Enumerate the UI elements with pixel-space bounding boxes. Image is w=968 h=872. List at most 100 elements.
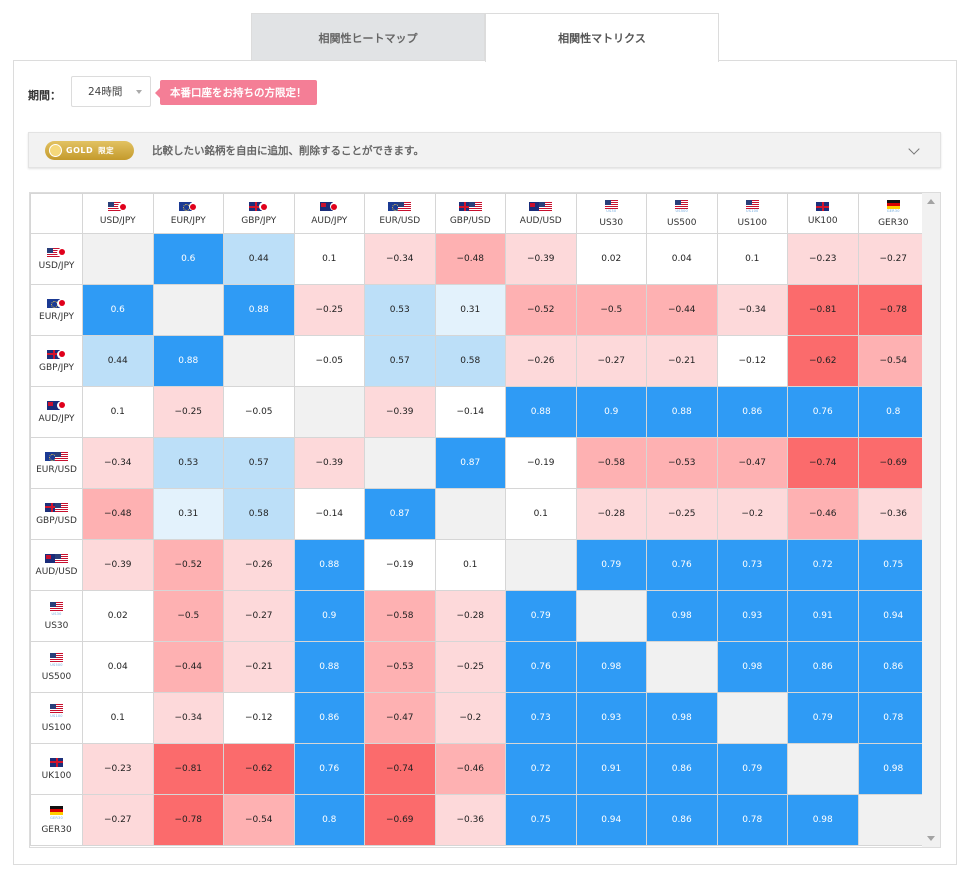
- correlation-cell[interactable]: 0.75: [505, 794, 577, 846]
- correlation-cell[interactable]: −0.25: [152, 386, 224, 438]
- correlation-cell[interactable]: 0.86: [787, 641, 859, 693]
- correlation-cell[interactable]: 0.88: [646, 386, 718, 438]
- correlation-cell[interactable]: −0.34: [364, 233, 436, 285]
- correlation-cell[interactable]: 0.6: [82, 284, 154, 336]
- correlation-cell[interactable]: −0.5: [152, 590, 224, 642]
- correlation-cell[interactable]: 0.57: [223, 437, 295, 489]
- correlation-cell[interactable]: 0.88: [152, 335, 224, 387]
- correlation-cell[interactable]: 0.98: [646, 590, 718, 642]
- correlation-cell[interactable]: 0.79: [505, 590, 577, 642]
- correlation-cell[interactable]: 0.1: [434, 539, 506, 591]
- correlation-cell[interactable]: 0.44: [223, 233, 295, 285]
- correlation-cell[interactable]: −0.47: [716, 437, 788, 489]
- correlation-cell[interactable]: −0.14: [434, 386, 506, 438]
- correlation-cell[interactable]: −0.39: [364, 386, 436, 438]
- correlation-cell[interactable]: −0.39: [505, 233, 577, 285]
- correlation-cell[interactable]: [857, 794, 929, 846]
- correlation-cell[interactable]: [646, 641, 718, 693]
- correlation-cell[interactable]: 0.1: [293, 233, 365, 285]
- correlation-cell[interactable]: −0.52: [505, 284, 577, 336]
- correlation-cell[interactable]: −0.81: [152, 743, 224, 795]
- scroll-down-icon[interactable]: [927, 836, 935, 841]
- correlation-cell[interactable]: 0.86: [857, 641, 929, 693]
- correlation-cell[interactable]: 0.79: [787, 692, 859, 744]
- correlation-cell[interactable]: −0.26: [505, 335, 577, 387]
- correlation-cell[interactable]: −0.26: [223, 539, 295, 591]
- correlation-cell[interactable]: [364, 437, 436, 489]
- correlation-cell[interactable]: −0.69: [364, 794, 436, 846]
- correlation-cell[interactable]: −0.46: [434, 743, 506, 795]
- correlation-cell[interactable]: 0.58: [223, 488, 295, 540]
- correlation-cell[interactable]: 0.98: [857, 743, 929, 795]
- correlation-cell[interactable]: [152, 284, 224, 336]
- correlation-cell[interactable]: 0.86: [646, 794, 718, 846]
- correlation-cell[interactable]: 0.76: [787, 386, 859, 438]
- correlation-cell[interactable]: −0.25: [434, 641, 506, 693]
- correlation-cell[interactable]: −0.2: [434, 692, 506, 744]
- correlation-cell[interactable]: −0.48: [434, 233, 506, 285]
- correlation-cell[interactable]: [716, 692, 788, 744]
- correlation-cell[interactable]: 0.88: [293, 539, 365, 591]
- correlation-cell[interactable]: −0.46: [787, 488, 859, 540]
- correlation-cell[interactable]: −0.58: [364, 590, 436, 642]
- correlation-cell[interactable]: −0.62: [223, 743, 295, 795]
- correlation-cell[interactable]: 0.78: [716, 794, 788, 846]
- correlation-cell[interactable]: 0.53: [152, 437, 224, 489]
- correlation-cell[interactable]: −0.28: [575, 488, 647, 540]
- correlation-cell[interactable]: 0.31: [434, 284, 506, 336]
- correlation-cell[interactable]: 0.93: [716, 590, 788, 642]
- correlation-cell[interactable]: −0.27: [857, 233, 929, 285]
- correlation-cell[interactable]: 0.88: [505, 386, 577, 438]
- correlation-cell[interactable]: −0.28: [434, 590, 506, 642]
- correlation-cell[interactable]: 0.98: [646, 692, 718, 744]
- correlation-cell[interactable]: −0.34: [152, 692, 224, 744]
- correlation-cell[interactable]: −0.21: [223, 641, 295, 693]
- correlation-cell[interactable]: 0.8: [857, 386, 929, 438]
- correlation-cell[interactable]: −0.27: [82, 794, 154, 846]
- correlation-cell[interactable]: 0.72: [505, 743, 577, 795]
- correlation-cell[interactable]: [82, 233, 154, 285]
- correlation-cell[interactable]: −0.58: [575, 437, 647, 489]
- correlation-cell[interactable]: 0.44: [82, 335, 154, 387]
- correlation-cell[interactable]: 0.57: [364, 335, 436, 387]
- correlation-cell[interactable]: −0.34: [716, 284, 788, 336]
- correlation-cell[interactable]: −0.27: [575, 335, 647, 387]
- correlation-cell[interactable]: 0.04: [646, 233, 718, 285]
- correlation-cell[interactable]: 0.86: [646, 743, 718, 795]
- correlation-cell[interactable]: 0.93: [575, 692, 647, 744]
- correlation-cell[interactable]: −0.25: [293, 284, 365, 336]
- correlation-cell[interactable]: 0.9: [575, 386, 647, 438]
- correlation-cell[interactable]: −0.47: [364, 692, 436, 744]
- correlation-cell[interactable]: 0.76: [646, 539, 718, 591]
- correlation-cell[interactable]: −0.44: [646, 284, 718, 336]
- correlation-cell[interactable]: 0.1: [82, 692, 154, 744]
- correlation-cell[interactable]: 0.79: [575, 539, 647, 591]
- correlation-cell[interactable]: −0.23: [82, 743, 154, 795]
- correlation-cell[interactable]: −0.36: [434, 794, 506, 846]
- correlation-cell[interactable]: 0.88: [223, 284, 295, 336]
- correlation-cell[interactable]: −0.81: [787, 284, 859, 336]
- correlation-cell[interactable]: −0.12: [716, 335, 788, 387]
- correlation-cell[interactable]: 0.86: [716, 386, 788, 438]
- correlation-cell[interactable]: 0.98: [716, 641, 788, 693]
- correlation-cell[interactable]: −0.53: [364, 641, 436, 693]
- correlation-cell[interactable]: −0.52: [152, 539, 224, 591]
- correlation-cell[interactable]: −0.21: [646, 335, 718, 387]
- correlation-cell[interactable]: −0.14: [293, 488, 365, 540]
- correlation-cell[interactable]: 0.98: [575, 641, 647, 693]
- correlation-cell[interactable]: [223, 335, 295, 387]
- correlation-cell[interactable]: −0.74: [364, 743, 436, 795]
- correlation-cell[interactable]: −0.48: [82, 488, 154, 540]
- correlation-cell[interactable]: 0.73: [505, 692, 577, 744]
- correlation-cell[interactable]: 0.87: [434, 437, 506, 489]
- correlation-cell[interactable]: −0.54: [857, 335, 929, 387]
- correlation-cell[interactable]: −0.05: [293, 335, 365, 387]
- correlation-cell[interactable]: 0.02: [575, 233, 647, 285]
- correlation-cell[interactable]: −0.12: [223, 692, 295, 744]
- correlation-cell[interactable]: −0.25: [646, 488, 718, 540]
- correlation-cell[interactable]: −0.19: [364, 539, 436, 591]
- vertical-scrollbar[interactable]: [922, 193, 940, 847]
- correlation-cell[interactable]: 0.04: [82, 641, 154, 693]
- correlation-cell[interactable]: 0.78: [857, 692, 929, 744]
- correlation-cell[interactable]: 0.02: [82, 590, 154, 642]
